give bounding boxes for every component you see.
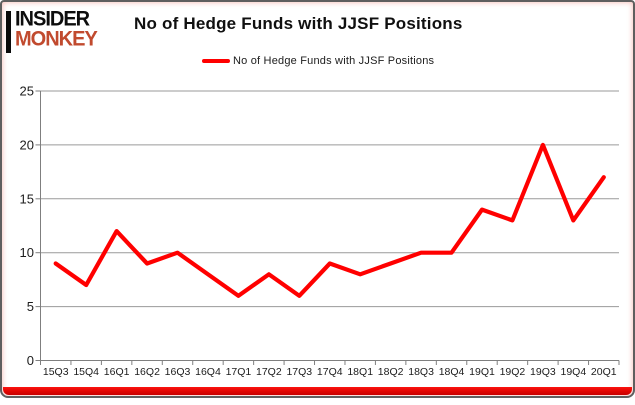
x-tick-label: 19Q4 [560,366,586,378]
x-tick-label: 17Q2 [256,366,282,378]
x-tick-label: 17Q1 [226,366,252,378]
logo-line-monkey: MONKEY [15,27,98,51]
logo-accent-bar [6,11,11,53]
x-tick-label: 16Q2 [134,366,160,378]
x-tick-label: 17Q4 [317,366,343,378]
y-tick-label: 10 [20,245,34,260]
x-tick-label: 20Q1 [591,366,617,378]
x-tick-label: 15Q3 [43,366,69,378]
x-tick-label: 18Q3 [408,366,434,378]
bottom-red-accent-bar [3,387,632,395]
y-tick-label: 20 [20,137,34,152]
x-tick-label: 16Q1 [104,366,130,378]
line-chart-plot: 0 5 10 15 20 25 15Q3 15Q4 16Q1 16Q2 16Q3 16Q4 17Q1 17… [20,84,620,378]
legend-line-swatch [202,59,230,63]
y-tick-label: 15 [20,191,34,206]
logo-line-insider: INSIDER [15,7,90,31]
legend-series-label: No of Hedge Funds with JJSF Positions [233,55,435,67]
x-tick-label: 19Q1 [469,366,495,378]
x-tick-label: 18Q2 [378,366,404,378]
x-tick-label: 19Q2 [500,366,526,378]
logo-text: INSIDER MONKEY [15,7,98,53]
y-tick-label: 0 [27,353,34,368]
x-tick-label: 17Q3 [286,366,312,378]
x-tick-label: 15Q4 [73,366,99,378]
x-tick-label: 19Q3 [530,366,556,378]
x-tick-label: 16Q3 [165,366,191,378]
chart-legend: No of Hedge Funds with JJSF Positions [202,55,434,67]
series-line [53,142,606,298]
chart-title: No of Hedge Funds with JJSF Positions [134,14,463,33]
insider-monkey-logo: INSIDER MONKEY [6,7,98,53]
x-tick-label: 18Q4 [439,366,465,378]
x-tick-label: 16Q4 [195,366,221,378]
y-tick-label: 25 [20,84,34,99]
x-tick-label: 18Q1 [347,366,373,378]
y-tick-label: 5 [27,299,34,314]
